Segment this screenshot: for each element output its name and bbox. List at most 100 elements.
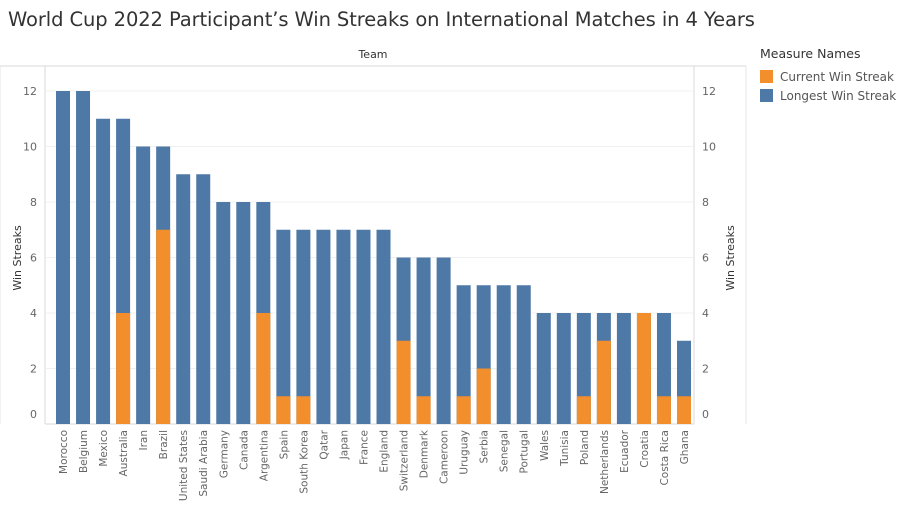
bar-longest[interactable] bbox=[336, 229, 351, 424]
bar-current[interactable] bbox=[256, 313, 271, 424]
bar-longest[interactable] bbox=[316, 229, 331, 424]
x-tick-label: Costa Rica bbox=[659, 430, 671, 486]
y-axis-title-right: Win Streaks bbox=[724, 225, 737, 291]
legend-item-current[interactable]: Current Win Streak bbox=[760, 67, 896, 86]
bar-current[interactable] bbox=[156, 229, 171, 424]
x-tick-label: Belgium bbox=[78, 430, 90, 473]
x-tick-label: Canada bbox=[238, 430, 250, 470]
bar-longest[interactable] bbox=[216, 202, 231, 424]
x-tick-label: United States bbox=[178, 430, 190, 501]
bar-longest[interactable] bbox=[196, 174, 211, 424]
bar-longest[interactable] bbox=[616, 313, 631, 424]
y-axis-right: 0 2 4 6 8 10 12 bbox=[702, 85, 716, 421]
bar-current[interactable] bbox=[636, 313, 651, 424]
x-tick-label: Wales bbox=[539, 430, 551, 461]
x-tick-label: Japan bbox=[338, 430, 350, 460]
legend-item-longest[interactable]: Longest Win Streak bbox=[760, 86, 896, 105]
legend-swatch-longest bbox=[760, 89, 773, 102]
bar-longest[interactable] bbox=[536, 313, 551, 424]
bar-current[interactable] bbox=[456, 396, 471, 424]
bar-longest[interactable] bbox=[356, 229, 371, 424]
bar-longest[interactable] bbox=[416, 257, 431, 425]
bar-longest[interactable] bbox=[516, 285, 531, 424]
bar-longest[interactable] bbox=[236, 202, 251, 424]
y-tick-label-left: 0 bbox=[30, 408, 37, 421]
bar-longest[interactable] bbox=[496, 285, 511, 424]
x-tick-label: Netherlands bbox=[599, 430, 611, 494]
bar-longest[interactable] bbox=[76, 91, 91, 424]
bar-longest[interactable] bbox=[456, 285, 471, 424]
x-axis: Morocco Belgium Mexico Australia Iran Brazil U… bbox=[58, 429, 691, 501]
bar-current[interactable] bbox=[296, 396, 311, 424]
bar-longest[interactable] bbox=[56, 91, 70, 424]
y-axis-title-left: Win Streaks bbox=[11, 225, 24, 291]
y-tick-label-right: 12 bbox=[702, 85, 716, 98]
bar-longest[interactable] bbox=[376, 229, 391, 424]
x-tick-label: Ghana bbox=[679, 430, 691, 464]
x-tick-label: Denmark bbox=[419, 429, 431, 478]
bar-longest[interactable] bbox=[176, 174, 191, 424]
x-tick-label: Serbia bbox=[479, 430, 491, 463]
x-tick-label: Qatar bbox=[318, 429, 330, 459]
y-tick-label-right: 6 bbox=[702, 252, 709, 265]
x-tick-label: France bbox=[358, 430, 370, 465]
column-header: Team bbox=[357, 48, 387, 61]
x-tick-label: Brazil bbox=[158, 430, 170, 459]
y-tick-label-left: 4 bbox=[30, 307, 37, 320]
legend-title: Measure Names bbox=[760, 46, 861, 61]
y-tick-label-left: 10 bbox=[23, 141, 37, 154]
x-tick-label: England bbox=[379, 430, 391, 473]
legend: Measure Names Current Win Streak Longest… bbox=[760, 46, 896, 105]
x-tick-label: Croatia bbox=[639, 430, 651, 468]
bar-current[interactable] bbox=[596, 340, 611, 424]
x-tick-label: Ecuador bbox=[619, 429, 631, 473]
y-tick-label-left: 6 bbox=[30, 252, 37, 265]
x-tick-label: Cameroon bbox=[439, 430, 451, 484]
y-tick-label-right: 4 bbox=[702, 307, 709, 320]
bar-current[interactable] bbox=[276, 396, 291, 424]
y-tick-label-right: 10 bbox=[702, 141, 716, 154]
bar-current[interactable] bbox=[396, 340, 411, 424]
bar-current[interactable] bbox=[576, 396, 591, 424]
y-tick-label-right: 2 bbox=[702, 363, 709, 376]
bar-longest[interactable] bbox=[96, 118, 111, 424]
y-tick-label-left: 8 bbox=[30, 196, 37, 209]
bar-current[interactable] bbox=[416, 396, 431, 424]
legend-swatch-current bbox=[760, 70, 773, 83]
x-tick-label: Spain bbox=[278, 430, 290, 459]
x-tick-label: Australia bbox=[118, 430, 130, 476]
legend-label-current: Current Win Streak bbox=[780, 69, 894, 84]
y-tick-label-right: 0 bbox=[702, 408, 709, 421]
x-tick-label: Mexico bbox=[98, 430, 110, 467]
bar-longest[interactable] bbox=[556, 313, 571, 424]
bar-longest[interactable] bbox=[296, 229, 311, 424]
bar-current[interactable] bbox=[656, 396, 671, 424]
x-tick-label: Germany bbox=[218, 430, 230, 478]
bar-longest[interactable] bbox=[436, 257, 451, 425]
bar-current[interactable] bbox=[476, 368, 491, 425]
x-tick-label: Portugal bbox=[519, 430, 531, 474]
bar-current[interactable] bbox=[116, 313, 131, 424]
bar-longest[interactable] bbox=[276, 229, 291, 424]
x-tick-label: Uruguay bbox=[459, 430, 471, 475]
x-tick-label: Switzerland bbox=[399, 430, 411, 491]
x-tick-label: South Korea bbox=[298, 430, 310, 494]
x-tick-label: Morocco bbox=[58, 430, 70, 474]
legend-label-longest: Longest Win Streak bbox=[780, 88, 897, 103]
bar-longest[interactable] bbox=[136, 146, 151, 425]
bars-layer[interactable] bbox=[56, 91, 691, 424]
x-tick-label: Argentina bbox=[258, 430, 270, 481]
chart-title: World Cup 2022 Participant’s Win Streaks… bbox=[8, 8, 755, 31]
x-tick-label: Senegal bbox=[499, 430, 511, 472]
y-tick-label-left: 12 bbox=[23, 85, 37, 98]
y-axis-left: 0 2 4 6 8 10 12 bbox=[23, 85, 37, 421]
x-tick-label: Tunisia bbox=[559, 430, 571, 467]
bar-current[interactable] bbox=[677, 396, 691, 424]
x-tick-label: Poland bbox=[579, 430, 591, 465]
plot-frame bbox=[0, 65, 747, 425]
y-tick-label-right: 8 bbox=[702, 196, 709, 209]
x-tick-label: Iran bbox=[138, 430, 150, 451]
x-tick-label: Saudi Arabia bbox=[198, 430, 210, 497]
y-tick-label-left: 2 bbox=[30, 363, 37, 376]
